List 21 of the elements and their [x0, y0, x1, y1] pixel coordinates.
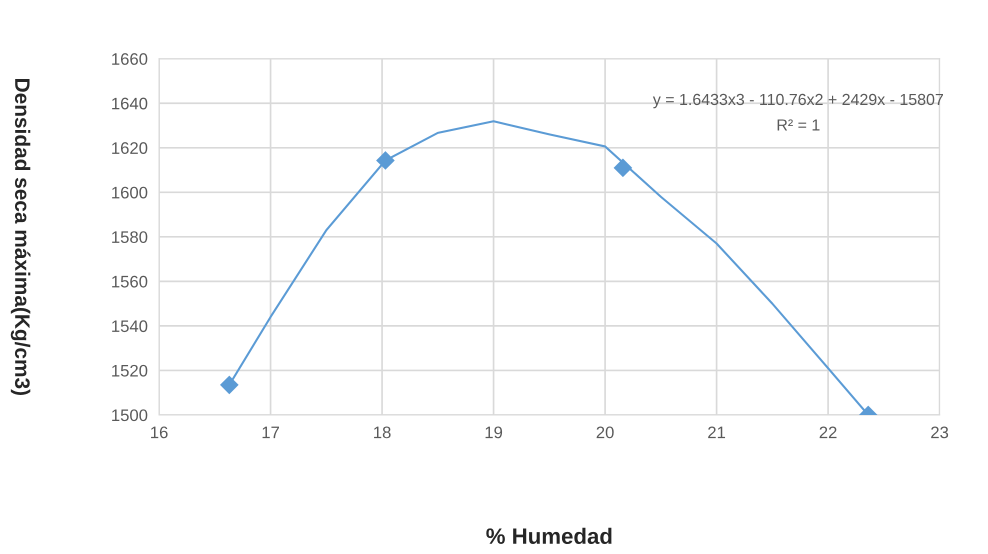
- x-tick-label: 17: [262, 426, 280, 438]
- x-tick-label: 22: [820, 426, 837, 438]
- x-tick-label: 18: [374, 426, 391, 438]
- x-tick-label: 16: [151, 426, 168, 438]
- x-tick-label: 21: [708, 426, 726, 438]
- y-tick-label: 1620: [112, 142, 148, 154]
- y-tick-label: 1640: [112, 98, 148, 110]
- y-tick-label: 1520: [112, 364, 148, 377]
- y-tick-label: 1500: [112, 409, 148, 422]
- x-axis-title: % Humedad: [486, 528, 612, 544]
- annotation: y = 1.6433x3 - 110.76x2 + 2429x - 15807: [652, 94, 943, 108]
- x-tick-label: 19: [486, 426, 502, 438]
- annotation: R² = 1: [778, 119, 820, 130]
- x-tick-label: 20: [596, 426, 614, 438]
- y-tick-label: 1600: [112, 186, 148, 199]
- y-axis-title: Densidad seca máxima(Kg/cm3): [10, 79, 30, 396]
- y-tick-label: 1540: [112, 320, 148, 332]
- y-tick-label: 1560: [112, 276, 148, 288]
- x-tick-label: 23: [931, 426, 948, 438]
- y-tick-label: 1580: [112, 231, 148, 244]
- y-tick-label: 1660: [112, 53, 148, 65]
